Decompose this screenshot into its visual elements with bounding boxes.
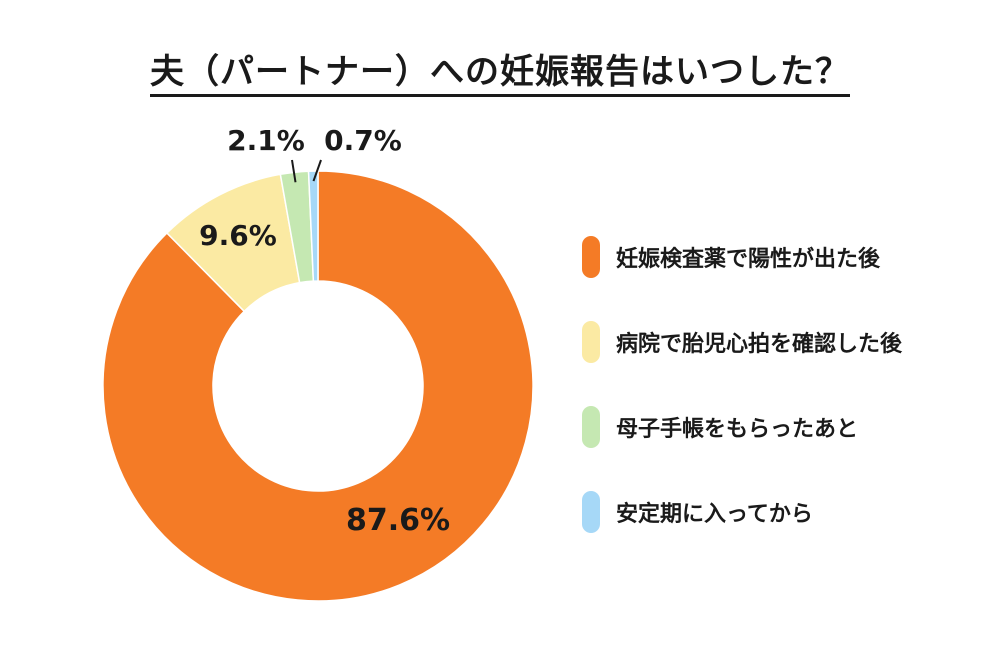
- legend-item-2: 母子手帳をもらったあと: [582, 406, 902, 448]
- legend-swatch-2: [582, 406, 600, 448]
- leader-line-3: [312, 159, 322, 182]
- slice-0: [102, 170, 534, 602]
- data-label-2: 2.1%: [227, 124, 305, 157]
- legend-item-0: 妊娠検査薬で陽性が出た後: [582, 236, 902, 278]
- data-label-3: 0.7%: [324, 124, 402, 157]
- slice-3: [307, 170, 319, 282]
- legend: 妊娠検査薬で陽性が出た後 病院で胎児心拍を確認した後 母子手帳をもらったあと 安…: [582, 236, 902, 576]
- legend-swatch-3: [582, 491, 600, 533]
- leader-line-2: [291, 159, 297, 183]
- legend-label-2: 母子手帳をもらったあと: [616, 417, 859, 442]
- legend-label-3: 安定期に入ってから: [616, 502, 813, 527]
- legend-swatch-1: [582, 321, 600, 363]
- data-label-1: 9.6%: [199, 219, 277, 252]
- data-label-0: 87.6%: [346, 503, 450, 538]
- legend-item-1: 病院で胎児心拍を確認した後: [582, 321, 902, 363]
- legend-item-3: 安定期に入ってから: [582, 491, 902, 533]
- legend-label-0: 妊娠検査薬で陽性が出た後: [616, 247, 881, 272]
- legend-label-1: 病院で胎児心拍を確認した後: [616, 332, 903, 357]
- chart-title: 夫（パートナー）への妊娠報告はいつした？: [0, 44, 1000, 97]
- legend-swatch-0: [582, 236, 600, 278]
